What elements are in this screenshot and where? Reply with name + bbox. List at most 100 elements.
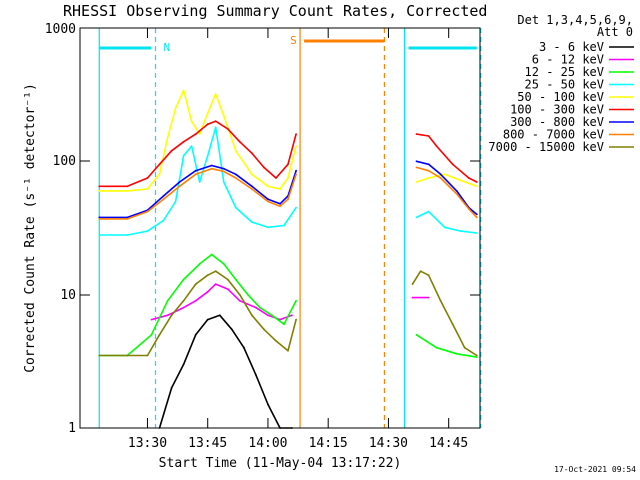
data-point	[162, 195, 165, 197]
data-point	[182, 89, 185, 92]
data-point	[234, 206, 237, 209]
data-point	[455, 190, 458, 192]
data-point	[166, 299, 169, 302]
x-tick-label: 14:15	[309, 436, 348, 451]
data-point	[226, 127, 229, 130]
data-point	[126, 216, 129, 219]
legend-entry-label: 800 - 7000 keV	[503, 128, 604, 142]
data-point	[427, 210, 430, 213]
data-point	[251, 185, 253, 188]
data-point	[287, 349, 289, 352]
y-tick-label: 10	[60, 288, 76, 303]
series-line-800-7000-kev	[416, 166, 478, 218]
data-point	[126, 190, 129, 192]
series-line-3-6-kev	[158, 314, 292, 429]
data-point	[234, 149, 237, 152]
data-point	[146, 354, 149, 357]
data-point	[443, 173, 446, 176]
data-point	[475, 213, 478, 216]
data-point	[174, 200, 177, 203]
data-point	[158, 173, 161, 176]
y-tick-label: 100	[53, 154, 76, 169]
data-point	[214, 270, 217, 273]
data-point	[198, 263, 201, 265]
series-line-800-7000-kev	[99, 167, 297, 220]
data-point	[234, 278, 237, 281]
x-tick-label: 14:45	[429, 436, 468, 451]
data-point	[415, 160, 418, 163]
series-line-12-25-kev	[416, 334, 477, 358]
series-line-100-300-kev	[99, 120, 297, 188]
data-point	[295, 206, 297, 209]
data-point	[194, 333, 197, 336]
data-point	[251, 314, 253, 317]
data-point	[287, 163, 289, 166]
data-point	[218, 314, 221, 317]
data-point	[415, 333, 418, 336]
data-point	[98, 218, 101, 220]
data-point	[214, 126, 217, 129]
data-point	[475, 232, 478, 234]
data-point	[271, 314, 273, 317]
data-point	[146, 230, 149, 233]
data-point	[435, 346, 438, 349]
data-point	[162, 219, 165, 222]
data-point	[178, 181, 181, 183]
data-point	[210, 164, 213, 167]
series-line-12-25-kev	[99, 253, 297, 357]
data-point	[226, 288, 229, 290]
data-point	[427, 274, 430, 277]
data-point	[267, 198, 269, 201]
data-point	[439, 177, 442, 179]
y-axis-label: Corrected Count Rate (s⁻¹ detector⁻¹)	[23, 83, 38, 373]
data-point	[222, 181, 225, 183]
data-point	[238, 299, 241, 302]
data-point	[178, 185, 181, 188]
data-point	[126, 218, 129, 220]
data-point	[427, 163, 430, 166]
series-line-7000-15000-kev	[411, 270, 478, 357]
data-point	[194, 299, 197, 302]
data-point	[287, 177, 289, 179]
series-line-50-100-kev	[99, 89, 297, 192]
x-tick-label: 14:00	[248, 436, 287, 451]
series-layer	[98, 89, 478, 429]
data-point	[190, 120, 193, 123]
data-point	[166, 314, 169, 317]
x-tick-label: 14:30	[369, 436, 408, 451]
data-point	[243, 346, 245, 349]
data-point	[279, 188, 281, 190]
data-point	[415, 133, 418, 136]
data-point	[98, 216, 101, 219]
data-point	[166, 137, 169, 139]
data-point	[146, 177, 149, 179]
legend-entry-label: 300 - 800 keV	[510, 115, 604, 129]
data-point	[170, 387, 173, 389]
data-point	[194, 133, 197, 136]
data-point	[455, 352, 458, 355]
data-point	[439, 299, 442, 302]
data-point	[150, 333, 153, 336]
data-point	[279, 202, 281, 205]
data-point	[182, 299, 185, 302]
data-point	[267, 226, 269, 229]
data-point	[198, 133, 201, 136]
data-point	[411, 283, 414, 285]
data-point	[182, 278, 185, 281]
data-point	[206, 112, 209, 114]
data-point	[214, 93, 217, 95]
data-point	[98, 234, 101, 236]
legend-entry-label: 50 - 100 keV	[517, 90, 604, 104]
data-point	[150, 318, 153, 321]
data-point	[427, 296, 430, 299]
data-point	[467, 177, 470, 179]
data-point	[287, 198, 289, 201]
data-point	[463, 346, 466, 349]
y-axis: 1 10 100 1000	[45, 22, 480, 436]
data-point	[475, 185, 478, 188]
data-point	[283, 323, 285, 326]
data-point	[459, 179, 462, 182]
data-point	[206, 274, 209, 277]
